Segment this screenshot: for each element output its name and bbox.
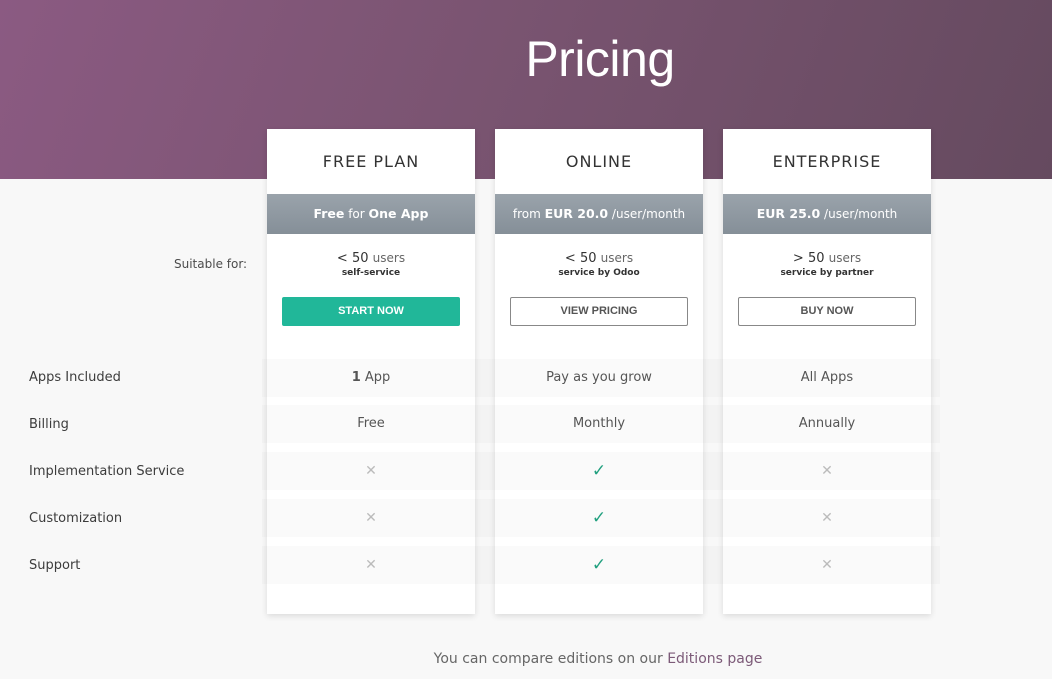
page-title: Pricing (525, 31, 675, 87)
plan-service: self-service (341, 268, 401, 278)
plan-price: Free for One App (267, 194, 475, 234)
plan-name: ENTERPRISE (772, 152, 882, 171)
plan-card: ENTERPRISE EUR 25.0 /user/month > 50 use… (723, 129, 931, 614)
feature-label: Apps Included (29, 370, 121, 385)
plan-name: ONLINE (565, 152, 633, 171)
cell-billing: Annually (723, 405, 931, 443)
plan-cta-button[interactable]: BUY NOW (738, 297, 916, 326)
suitable-for-label: Suitable for: (174, 257, 248, 271)
plan-service: service by Odoo (558, 268, 640, 278)
cell-billing: Monthly (495, 405, 703, 443)
plan-card: ONLINE from EUR 20.0 /user/month < 50 us… (495, 129, 703, 614)
plan-name: FREE PLAN (322, 152, 420, 171)
cross-icon: ✕ (821, 510, 833, 526)
users-count: < 50 (564, 251, 597, 266)
price-unit: /user/month (820, 207, 898, 221)
apps-text: All Apps (800, 370, 854, 385)
apps-text: Pay as you grow (546, 370, 652, 385)
editions-page-link[interactable]: Editions page (667, 651, 763, 667)
footer-text: You can compare editions on our (433, 651, 668, 667)
cell-support: ✓ (495, 546, 703, 584)
users-count: > 50 (792, 251, 825, 266)
cross-icon: ✕ (365, 557, 377, 573)
cell-impl: ✕ (267, 452, 475, 490)
users-word: users (828, 251, 862, 265)
price-amount: Free (313, 206, 345, 221)
price-amount: EUR 25.0 (756, 206, 821, 221)
price-prefix: from (512, 207, 545, 221)
cell-apps: Pay as you grow (495, 359, 703, 397)
apps-text: App (360, 370, 391, 385)
plan-card: FREE PLAN Free for One App < 50 users se… (267, 129, 475, 614)
cell-apps: All Apps (723, 359, 931, 397)
cell-value: Monthly (572, 416, 626, 431)
feature-label: Billing (29, 417, 69, 432)
plan-price: EUR 25.0 /user/month (723, 194, 931, 234)
check-icon: ✓ (591, 508, 607, 528)
users-word: users (600, 251, 634, 265)
footer-note: You can compare editions on our Editions… (0, 651, 1052, 667)
cell-impl: ✓ (495, 452, 703, 490)
cross-icon: ✕ (365, 463, 377, 479)
cell-value: Annually (798, 416, 856, 431)
cell-impl: ✕ (723, 452, 931, 490)
cross-icon: ✕ (821, 463, 833, 479)
cell-support: ✕ (723, 546, 931, 584)
price-unit: /user/month (608, 207, 686, 221)
plan-cta-button[interactable]: VIEW PRICING (510, 297, 688, 326)
feature-label: Implementation Service (29, 464, 185, 479)
cell-apps: 1 App (267, 359, 475, 397)
apps-count: 1 (351, 370, 361, 385)
price-amount-2: One App (368, 206, 429, 221)
cell-custom: ✕ (723, 499, 931, 537)
cross-icon: ✕ (365, 510, 377, 526)
users-word: users (372, 251, 406, 265)
feature-label: Support (29, 558, 81, 573)
price-mid: for (344, 207, 369, 221)
plan-cta-button[interactable]: START NOW (282, 297, 460, 326)
cross-icon: ✕ (821, 557, 833, 573)
plan-users: < 50 users (267, 251, 475, 266)
cell-value: Free (357, 416, 385, 431)
plan-users: < 50 users (495, 251, 703, 266)
check-icon: ✓ (591, 555, 607, 575)
check-icon: ✓ (591, 461, 607, 481)
cell-custom: ✕ (267, 499, 475, 537)
price-amount: EUR 20.0 (544, 206, 609, 221)
cell-support: ✕ (267, 546, 475, 584)
plan-service: service by partner (780, 268, 874, 278)
cell-custom: ✓ (495, 499, 703, 537)
plan-users: > 50 users (723, 251, 931, 266)
users-count: < 50 (336, 251, 369, 266)
feature-label: Customization (29, 511, 123, 526)
cell-billing: Free (267, 405, 475, 443)
plan-price: from EUR 20.0 /user/month (495, 194, 703, 234)
